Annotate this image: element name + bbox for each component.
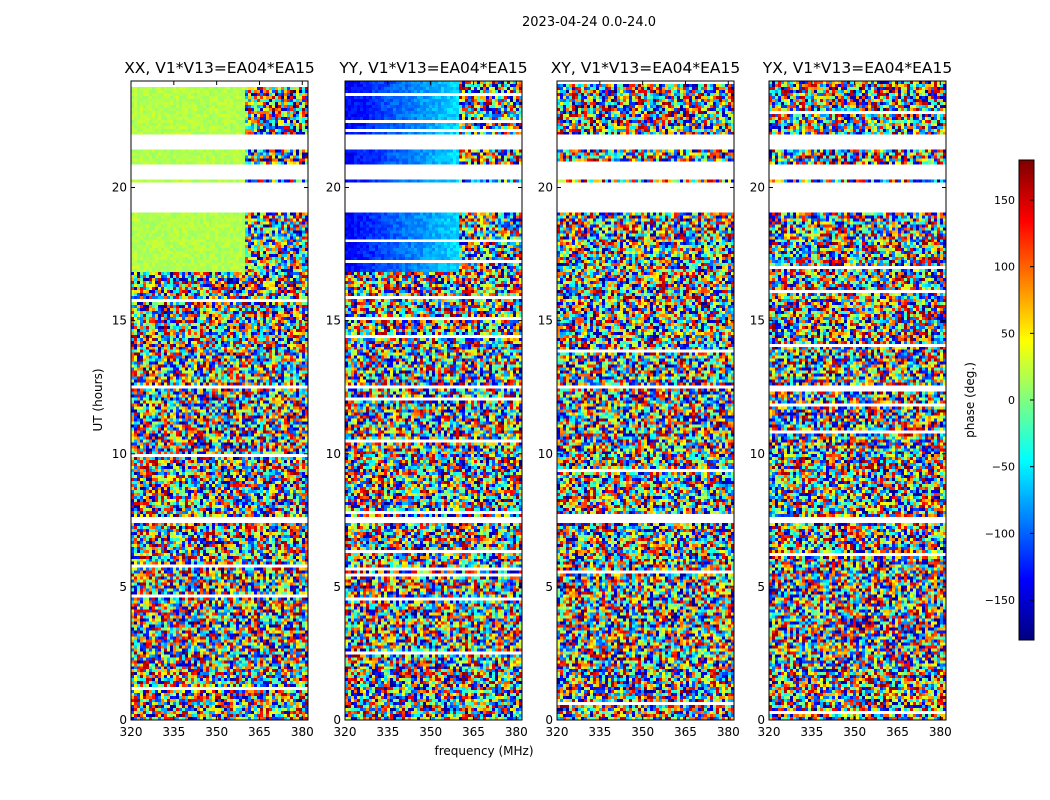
x-tick-label: 365 <box>462 725 485 739</box>
figure-suptitle: 2023-04-24 0.0-24.0 <box>522 15 656 30</box>
y-tick-label: 0 <box>757 713 765 727</box>
y-tick-label: 5 <box>757 580 765 594</box>
colorbar-tick-label: 100 <box>994 261 1015 274</box>
x-tick-label: 365 <box>248 725 271 739</box>
x-tick-label: 380 <box>291 725 314 739</box>
y-tick-label: 15 <box>112 314 127 328</box>
x-tick-label: 335 <box>162 725 185 739</box>
x-tick-label: 350 <box>631 725 654 739</box>
colorbar: −150 −100 −50 0 50 100 150 phase (deg.) <box>963 159 1035 641</box>
colorbar-tick-label: 0 <box>1008 394 1015 407</box>
y-tick-label: 5 <box>119 580 127 594</box>
colorbar-tick-label: −150 <box>985 594 1015 607</box>
panel-title: YX, V1*V13=EA04*EA15 <box>762 59 952 77</box>
y-tick-label: 20 <box>112 181 127 195</box>
x-tick-label: 335 <box>376 725 399 739</box>
panel-title: XY, V1*V13=EA04*EA15 <box>551 59 740 77</box>
y-tick-label: 0 <box>545 713 553 727</box>
y-tick-label: 0 <box>333 713 341 727</box>
x-tick-label: 380 <box>717 725 740 739</box>
colorbar-tick-label: −100 <box>985 527 1015 540</box>
y-tick-label: 10 <box>326 447 341 461</box>
x-tick-label: 320 <box>758 725 781 739</box>
y-tick-label: 20 <box>326 181 341 195</box>
colorbar-tick-label: 50 <box>1001 327 1015 340</box>
heatmap-image <box>345 81 522 720</box>
y-tick-label: 15 <box>326 314 341 328</box>
x-axis-label: frequency (MHz) <box>434 744 533 758</box>
panels-group: XX, V1*V13=EA04*EA15 320 335 350 365 380 0 5 10 1… <box>112 59 953 739</box>
y-tick-label: 10 <box>750 447 765 461</box>
x-tick-label: 380 <box>929 725 952 739</box>
panel-frame <box>556 80 735 721</box>
heatmap-image <box>131 81 308 720</box>
x-tick-label: 365 <box>674 725 697 739</box>
colorbar-label: phase (deg.) <box>963 362 977 438</box>
panel-yx: YX, V1*V13=EA04*EA15 320 335 350 365 380 0 5 10 1… <box>750 59 953 739</box>
panel-title: XX, V1*V13=EA04*EA15 <box>124 59 315 77</box>
x-tick-label: 335 <box>800 725 823 739</box>
x-tick-label: 320 <box>546 725 569 739</box>
y-tick-label: 10 <box>538 447 553 461</box>
colorbar-tick-label: −50 <box>992 461 1015 474</box>
heatmap-image <box>557 81 734 720</box>
y-tick-label: 20 <box>538 181 553 195</box>
y-axis-label: UT (hours) <box>91 368 105 431</box>
x-tick-label: 350 <box>419 725 442 739</box>
y-tick-label: 20 <box>750 181 765 195</box>
y-tick-label: 0 <box>119 713 127 727</box>
x-tick-label: 380 <box>505 725 528 739</box>
x-tick-label: 335 <box>588 725 611 739</box>
panel-frame <box>344 80 523 721</box>
x-tick-label: 365 <box>886 725 909 739</box>
y-tick-label: 10 <box>112 447 127 461</box>
y-tick-label: 5 <box>333 580 341 594</box>
x-tick-label: 350 <box>205 725 228 739</box>
x-tick-label: 350 <box>843 725 866 739</box>
panel-title: YY, V1*V13=EA04*EA15 <box>338 59 527 77</box>
panel-yy: YY, V1*V13=EA04*EA15 320 335 350 365 380 0 5 10 1… <box>326 59 528 739</box>
y-tick-label: 5 <box>545 580 553 594</box>
colorbar-gradient <box>1019 160 1034 640</box>
panel-frame <box>768 80 947 721</box>
panel-frame <box>130 80 309 721</box>
panel-xx: XX, V1*V13=EA04*EA15 320 335 350 365 380 0 5 10 1… <box>112 59 315 739</box>
y-tick-label: 15 <box>538 314 553 328</box>
y-tick-label: 15 <box>750 314 765 328</box>
heatmap-image <box>769 81 946 720</box>
x-tick-label: 320 <box>120 725 143 739</box>
panel-xy: XY, V1*V13=EA04*EA15 320 335 350 365 380 0 5 10 1… <box>538 59 741 739</box>
x-tick-label: 320 <box>334 725 357 739</box>
colorbar-tick-label: 150 <box>994 194 1015 207</box>
